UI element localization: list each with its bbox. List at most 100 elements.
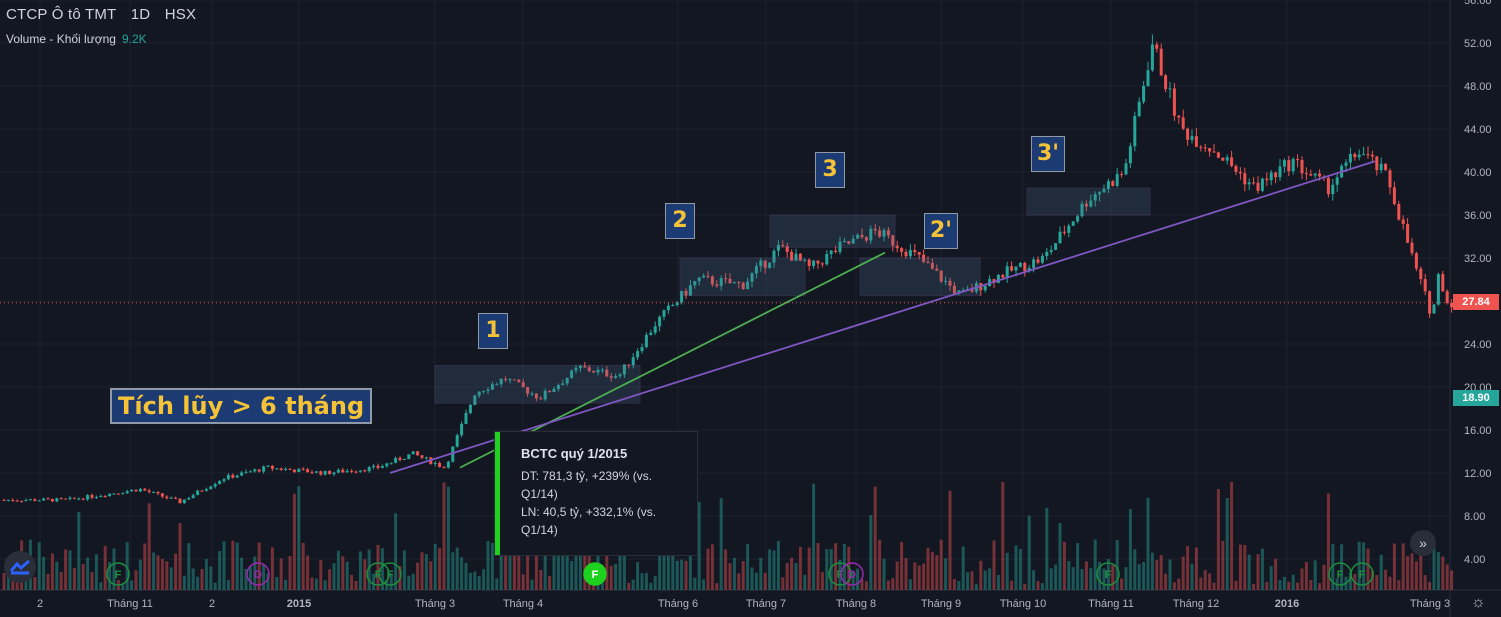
volume-bar bbox=[218, 551, 222, 590]
candle-body bbox=[772, 250, 776, 263]
volume-bar bbox=[561, 546, 565, 590]
volume-bar bbox=[81, 564, 85, 590]
volume-bar bbox=[715, 583, 719, 590]
volume-bar bbox=[103, 546, 107, 590]
candle-body bbox=[1062, 231, 1066, 233]
candle-body bbox=[838, 241, 842, 252]
volume-bar bbox=[376, 544, 380, 590]
volume-bar bbox=[1221, 540, 1225, 590]
volume-bar bbox=[319, 560, 323, 590]
candle-body bbox=[1128, 146, 1132, 164]
volume-bar bbox=[490, 543, 494, 590]
candle-body bbox=[196, 490, 200, 496]
candle-body bbox=[640, 347, 644, 352]
volume-bar bbox=[464, 562, 468, 590]
candle-body bbox=[706, 275, 710, 277]
settings-gear-icon[interactable]: ☼ bbox=[1471, 594, 1486, 611]
candle-body bbox=[169, 497, 173, 499]
volume-bar bbox=[1362, 542, 1366, 590]
volume-bar bbox=[1269, 566, 1273, 590]
candle-body bbox=[460, 423, 464, 436]
volume-bar bbox=[1401, 543, 1405, 590]
volume-bar bbox=[1067, 561, 1071, 590]
candle-body bbox=[1040, 255, 1044, 263]
candle-body bbox=[367, 467, 371, 472]
candle-body bbox=[187, 498, 191, 500]
volume-bar bbox=[138, 559, 142, 590]
candle-body bbox=[1027, 267, 1031, 271]
volume-bar bbox=[354, 580, 358, 590]
candle-body bbox=[407, 454, 411, 460]
candle-body bbox=[882, 230, 886, 237]
candle-body bbox=[99, 495, 103, 497]
volume-bar bbox=[807, 547, 811, 590]
volume-bar bbox=[781, 577, 785, 590]
volume-bar bbox=[776, 540, 780, 590]
volume-bar bbox=[1177, 578, 1181, 590]
volume-bar bbox=[891, 578, 895, 590]
event-marker bbox=[246, 562, 270, 586]
candle-body bbox=[728, 278, 732, 284]
volume-bar bbox=[174, 553, 178, 590]
interval-label[interactable]: 1D bbox=[130, 6, 151, 23]
candle-body bbox=[1265, 178, 1269, 181]
candle-body bbox=[768, 262, 772, 268]
scroll-to-realtime-button[interactable]: » bbox=[1410, 530, 1436, 556]
candle-body bbox=[922, 254, 926, 262]
volume-bar bbox=[99, 582, 103, 590]
x-axis-tick-label: Tháng 8 bbox=[836, 598, 876, 610]
candle-body bbox=[1432, 304, 1436, 314]
candle-body bbox=[1137, 101, 1141, 117]
candle-body bbox=[1120, 174, 1124, 176]
candle-body bbox=[1168, 88, 1172, 90]
volume-bar bbox=[1045, 507, 1049, 590]
candle-body bbox=[81, 498, 85, 500]
candle-body bbox=[420, 455, 424, 458]
candle-body bbox=[983, 286, 987, 291]
volume-bar bbox=[930, 551, 934, 590]
candle-body bbox=[328, 470, 332, 475]
candle-body bbox=[218, 480, 222, 485]
volume-bar bbox=[33, 577, 37, 590]
candle-body bbox=[94, 496, 98, 498]
volume-bar bbox=[55, 561, 59, 590]
volume-bar bbox=[473, 571, 477, 590]
candle-body bbox=[416, 451, 420, 456]
candle-body bbox=[394, 457, 398, 463]
tradingview-logo[interactable] bbox=[4, 551, 36, 583]
volume-bar bbox=[336, 550, 340, 590]
candle-body bbox=[33, 499, 37, 501]
candle-body bbox=[279, 468, 283, 470]
y-axis-tick-label: 36.00 bbox=[1464, 210, 1492, 222]
candle-body bbox=[332, 472, 336, 475]
volume-bar bbox=[526, 547, 530, 590]
candle-body bbox=[262, 466, 266, 472]
candle-body bbox=[583, 365, 587, 368]
candle-body bbox=[266, 465, 270, 467]
volume-bar bbox=[1450, 570, 1454, 590]
candle-body bbox=[1023, 262, 1027, 271]
candle-body bbox=[64, 498, 68, 500]
volume-bar bbox=[1040, 583, 1044, 590]
candle-body bbox=[2, 499, 6, 501]
candle-body bbox=[1331, 184, 1335, 195]
candle-body bbox=[1428, 291, 1432, 314]
volume-bar bbox=[204, 559, 208, 590]
candle-body bbox=[200, 490, 204, 492]
candle-body bbox=[521, 382, 525, 388]
candle-body bbox=[952, 285, 956, 294]
candle-body bbox=[675, 302, 679, 306]
volume-bar bbox=[1419, 543, 1423, 590]
volume-bar bbox=[746, 544, 750, 590]
candle-body bbox=[622, 364, 626, 375]
volume-bar bbox=[614, 563, 618, 590]
volume-bar bbox=[1155, 560, 1159, 590]
candle-body bbox=[820, 263, 824, 265]
candle-body bbox=[319, 471, 323, 475]
volume-bar bbox=[680, 559, 684, 590]
tooltip-revenue: DT: 781,3 tỷ, +239% (vs. Q1/14) bbox=[521, 469, 653, 501]
candle-body bbox=[508, 379, 512, 381]
volume-bar bbox=[772, 550, 776, 590]
volume-bar bbox=[253, 556, 257, 590]
